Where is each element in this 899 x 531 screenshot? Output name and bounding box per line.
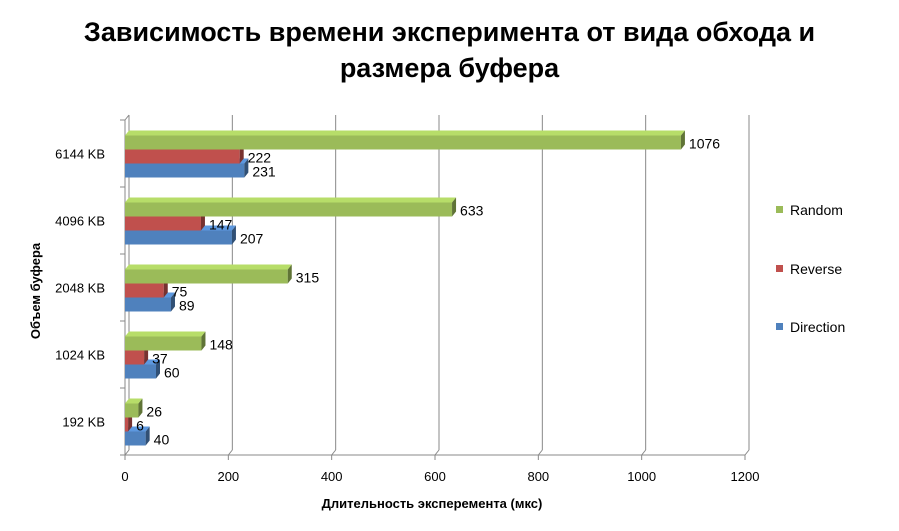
data-label: 222: [248, 150, 272, 166]
bar-top: [125, 331, 206, 337]
chart-title-line-2: размера буфера: [339, 53, 560, 83]
bar-front: [125, 417, 129, 432]
data-label: 633: [460, 203, 484, 219]
data-label: 89: [179, 298, 195, 314]
data-label: 6: [136, 418, 144, 434]
legend-item-random: Random: [776, 202, 843, 218]
data-label: 231: [252, 164, 276, 180]
y-tick-label: 2048 KB: [55, 281, 105, 296]
data-label: 60: [164, 365, 180, 381]
floor-gridline: [537, 449, 543, 456]
data-label: 75: [172, 284, 188, 300]
bar-front: [125, 230, 232, 245]
bar-front: [125, 297, 171, 312]
data-label: 26: [146, 404, 162, 420]
x-tick-label: 0: [121, 469, 128, 484]
legend-swatch: [776, 323, 783, 330]
data-label: 40: [154, 432, 170, 448]
bar-end: [156, 359, 160, 379]
bar-end: [452, 197, 457, 217]
legend-swatch: [776, 206, 783, 213]
x-tick-label: 1200: [731, 469, 760, 484]
bar-end: [231, 225, 236, 245]
bar-top: [125, 264, 292, 270]
chart-title: Зависимость времени эксперимента от вида…: [0, 14, 899, 86]
legend: Direction Reverse Random: [776, 202, 845, 335]
bars: [125, 130, 685, 446]
bar-end: [170, 292, 175, 312]
x-tick-label: 400: [321, 469, 343, 484]
bar-front: [125, 403, 139, 418]
y-axis-title: Объем буфера: [28, 242, 43, 339]
bar-front: [125, 431, 146, 446]
legend-label: Random: [790, 202, 843, 218]
bar-top: [125, 398, 143, 404]
bar-front: [125, 135, 681, 150]
bar-front: [125, 149, 240, 164]
x-tick-label: 600: [424, 469, 446, 484]
bar-front: [125, 350, 145, 365]
bar-front: [125, 283, 164, 298]
bar-end: [201, 331, 206, 351]
bar-top: [125, 197, 457, 203]
legend-swatch: [776, 265, 783, 272]
bar-random: [125, 398, 143, 418]
x-tick-label: 1000: [627, 469, 656, 484]
x-axis-title: Длительность эксперемента (мкс): [322, 496, 543, 511]
legend-label: Reverse: [790, 261, 842, 277]
data-label: 148: [209, 337, 233, 353]
bar-random: [125, 264, 292, 284]
bar-end: [138, 398, 143, 418]
bar-front: [125, 216, 201, 231]
data-label: 37: [152, 351, 168, 367]
bar-top: [125, 426, 150, 432]
bar-front: [125, 163, 245, 178]
bar-random: [125, 197, 457, 217]
bar-direction: [125, 426, 150, 446]
bar-front: [125, 269, 288, 284]
y-tick-label: 1024 KB: [55, 348, 105, 363]
y-tick-label: 6144 KB: [55, 147, 105, 162]
bar-front: [125, 364, 156, 379]
bar-front: [125, 202, 453, 217]
bar-end: [145, 426, 150, 446]
bar-random: [125, 130, 685, 150]
floor-gridline: [124, 449, 130, 456]
legend-item-reverse: Reverse: [776, 261, 842, 277]
y-axis-top-edge: [124, 114, 130, 121]
data-label: 1076: [689, 136, 720, 152]
floor-gridline: [331, 449, 337, 456]
legend-item-direction: Direction: [776, 319, 845, 335]
y-tick-label: 192 KB: [62, 415, 105, 430]
data-label: 315: [296, 270, 320, 286]
bar-top: [125, 130, 685, 136]
x-tick-label: 800: [527, 469, 549, 484]
bar-end: [244, 158, 249, 178]
floor-gridline: [434, 449, 440, 456]
bar-end: [680, 130, 685, 150]
floor-gridline: [744, 449, 750, 456]
chart-title-line-1: Зависимость времени эксперимента от вида…: [83, 17, 816, 47]
data-label: 207: [240, 231, 264, 247]
y-tick-label: 4096 KB: [55, 214, 105, 229]
floor-gridline: [641, 449, 647, 456]
floor-gridline: [227, 449, 233, 456]
data-label: 147: [209, 217, 233, 233]
bar-random: [125, 331, 206, 351]
bar-end: [287, 264, 292, 284]
x-tick-label: 200: [217, 469, 239, 484]
bar-front: [125, 336, 202, 351]
legend-label: Direction: [790, 319, 845, 335]
